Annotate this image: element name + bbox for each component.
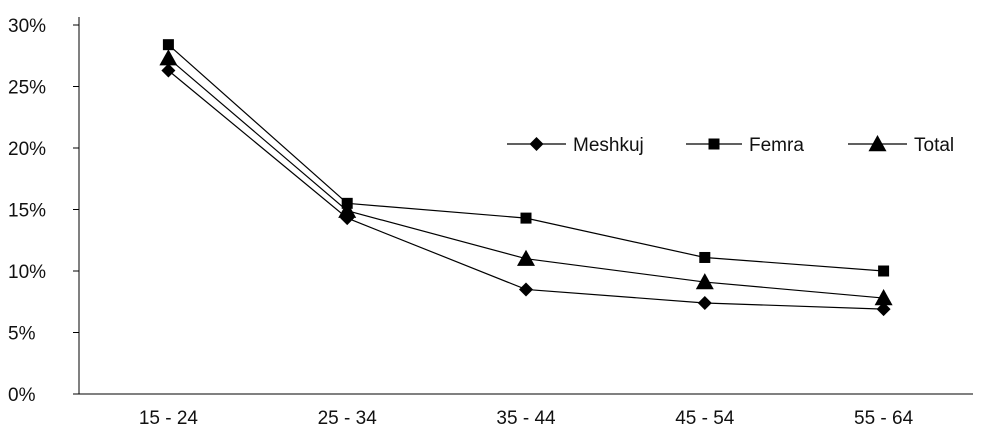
data-point-total	[874, 289, 893, 306]
x-tick-label: 45 - 54	[675, 408, 735, 429]
y-tick-label: 5%	[8, 324, 36, 345]
y-tick-label: 25%	[8, 78, 46, 99]
y-tick-label: 30%	[8, 16, 46, 37]
x-tick-label: 55 - 64	[854, 408, 914, 429]
legend-label: Femra	[749, 135, 804, 156]
data-point-femra	[162, 39, 174, 51]
axes	[78, 17, 973, 395]
y-tick-label: 10%	[8, 262, 46, 283]
data-point-femra	[520, 212, 532, 224]
legend-item-femra: Femra	[686, 135, 804, 156]
data-point-total	[338, 201, 357, 218]
data-point-total	[517, 249, 535, 266]
series-line-meshkuj	[168, 70, 884, 310]
y-tick-label: 15%	[8, 201, 46, 222]
x-tick-label: 35 - 44	[496, 408, 556, 429]
legend-label: Total	[914, 135, 954, 156]
legend-marker-triangle	[868, 135, 887, 152]
series-line-femra	[168, 44, 884, 272]
data-point-meshkuj	[519, 282, 533, 297]
x-tick-label: 25 - 34	[318, 408, 378, 429]
legend: Meshkuj Femra Total	[507, 135, 954, 156]
x-axis-ticks: 15 - 24 25 - 34 35 - 44 45 - 54 55 - 64	[139, 408, 914, 429]
data-point-total	[159, 49, 178, 66]
data-point-meshkuj	[697, 295, 712, 310]
y-tick-label: 0%	[8, 385, 36, 406]
legend-label: Meshkuj	[573, 135, 644, 156]
legend-marker-diamond	[529, 137, 544, 151]
data-point-femra	[878, 265, 890, 277]
data-point-total	[695, 273, 714, 290]
data-point-femra	[699, 251, 711, 263]
data-point-meshkuj	[876, 302, 891, 317]
y-axis-ticks: 0% 5% 10% 15% 20% 25% 30%	[8, 16, 79, 406]
series-markers	[159, 39, 893, 317]
legend-marker-square	[708, 138, 720, 150]
data-point-meshkuj	[161, 63, 176, 78]
y-tick-label: 20%	[8, 139, 46, 160]
legend-item-total: Total	[848, 135, 954, 156]
series-lines	[168, 44, 884, 310]
x-tick-label: 15 - 24	[139, 408, 199, 429]
legend-item-meshkuj: Meshkuj	[507, 135, 644, 156]
